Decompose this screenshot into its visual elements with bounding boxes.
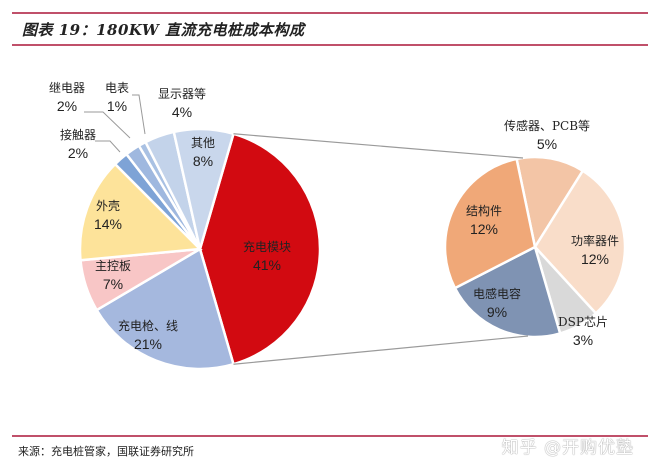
connector-lines	[233, 133, 529, 365]
slice-label-name: 显示器等	[158, 87, 206, 101]
slice-label-name: DSP芯片	[558, 315, 608, 329]
slice-label-name: 外壳	[96, 199, 120, 213]
footer-rule	[12, 435, 648, 437]
leader-line	[95, 140, 121, 153]
slice-label-name: 结构件	[466, 203, 502, 218]
breakout-slice-电感电容	[453, 245, 562, 339]
pie-slice-充电模块	[198, 132, 322, 366]
breakout-pie-labels: 传感器、PCB等 5% 功率器件 12% DSP芯片 3% 电感电容 9% 结构件 12%	[466, 118, 619, 348]
slice-label-name: 继电器	[49, 81, 85, 95]
leader-lines	[84, 94, 146, 153]
title-bottom-rule	[12, 44, 648, 46]
slice-label-value: 12%	[581, 251, 609, 267]
slice-label-name: 充电枪、线	[118, 318, 178, 333]
pie-slice-充电枪、线	[94, 247, 236, 371]
breakout-pie	[443, 155, 627, 339]
slice-label-value: 5%	[537, 136, 557, 152]
main-pie-labels: 充电模块 41% 其他 8% 显示器等 4% 电表 1% 继电器 2% 接触器 2% 外壳 14% 主控板 7…	[49, 81, 291, 352]
connector-top	[233, 133, 524, 159]
slice-label-name: 其他	[191, 136, 215, 150]
leader-line	[132, 94, 146, 135]
slice-label-name: 传感器、PCB等	[504, 118, 590, 133]
slice-label-value: 2%	[57, 98, 77, 114]
title-top-rule	[12, 12, 648, 14]
breakout-slice-结构件	[443, 157, 537, 290]
main-pie	[78, 127, 322, 371]
slice-label-value: 1%	[107, 98, 127, 114]
chart-title: 图表 19：180KW 直流充电桩成本构成	[22, 21, 305, 39]
watermark: 知乎 @开购优塾	[501, 438, 634, 458]
leader-line	[84, 111, 131, 139]
slice-label-value: 3%	[573, 332, 593, 348]
connector-bottom	[233, 335, 529, 365]
slice-label-value: 12%	[470, 221, 498, 237]
slice-label-value: 41%	[253, 257, 281, 273]
slice-label-value: 21%	[134, 336, 162, 352]
slice-label-value: 8%	[193, 153, 213, 169]
slice-label-value: 9%	[487, 304, 507, 320]
slice-label-value: 4%	[172, 104, 192, 120]
slice-label-name: 充电模块	[243, 239, 291, 254]
slice-label-name: 接触器	[60, 127, 96, 142]
source-note: 来源：充电桩管家，国联证券研究所	[18, 445, 194, 458]
breakout-slice-传感器、PCB等	[515, 155, 585, 251]
slice-label-value: 2%	[68, 145, 88, 161]
slice-label-name: 功率器件	[571, 233, 619, 248]
slice-label-value: 7%	[103, 276, 123, 292]
slice-label-name: 电表	[105, 81, 129, 95]
breakout-slice-功率器件	[533, 169, 627, 316]
slice-label-name: 主控板	[95, 259, 131, 273]
pie-slice-外壳	[78, 162, 203, 262]
slice-label-name: 电感电容	[473, 286, 521, 301]
pie-slice-其他	[172, 127, 236, 250]
slice-label-value: 14%	[94, 216, 122, 232]
